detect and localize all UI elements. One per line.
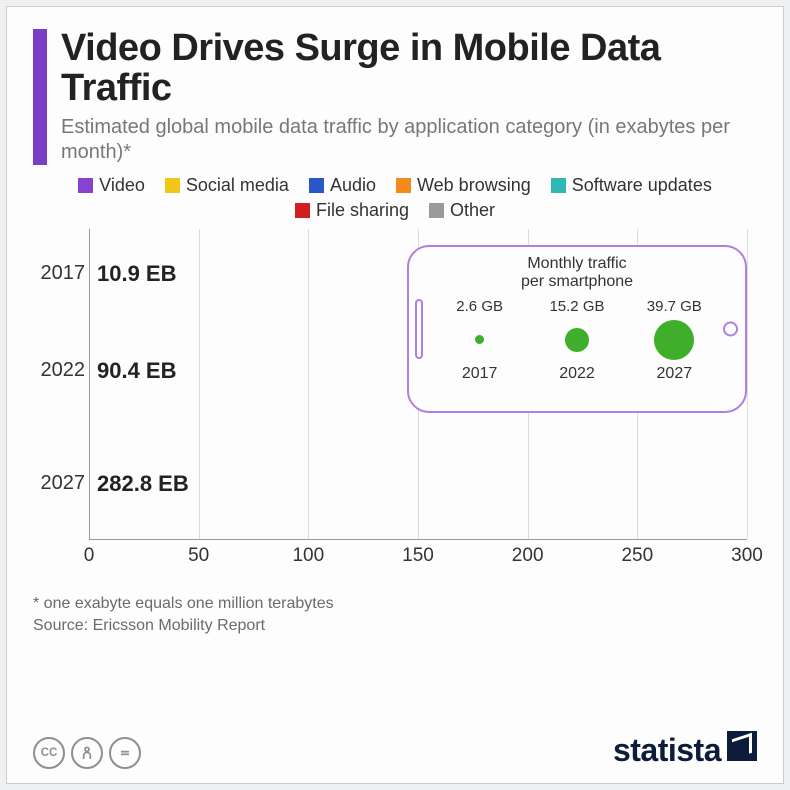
x-axis-line: [89, 539, 747, 540]
inset-dot-box: [565, 318, 589, 362]
license-icons: CC: [33, 737, 141, 769]
bar-total-label: 10.9 EB: [97, 261, 177, 287]
legend-swatch: [295, 203, 310, 218]
inset-title: Monthly traffic per smartphone: [423, 255, 731, 292]
brand-logo: statista: [613, 731, 757, 769]
inset-point: 2.6 GB 2017: [437, 298, 522, 383]
footnote: * one exabyte equals one million terabyt…: [33, 593, 757, 638]
grid-line: [747, 229, 748, 539]
bar-total-label: 282.8 EB: [97, 471, 189, 497]
inset-year-label: 2027: [657, 365, 693, 383]
legend-label: Other: [450, 200, 495, 221]
x-tick-label: 50: [188, 545, 209, 567]
bar-total-label: 90.4 EB: [97, 358, 177, 384]
x-tick-label: 100: [292, 545, 324, 567]
legend-swatch: [396, 178, 411, 193]
infographic-card: Video Drives Surge in Mobile Data Traffi…: [6, 6, 784, 784]
inset-title-line1: Monthly traffic: [527, 255, 626, 272]
legend-item: Video: [78, 175, 145, 196]
legend-label: Web browsing: [417, 175, 531, 196]
cc-icon: CC: [33, 737, 65, 769]
inset-dot: [654, 320, 694, 360]
y-axis-label: 2017: [33, 262, 85, 285]
legend-swatch: [78, 178, 93, 193]
inset-value-label: 2.6 GB: [456, 298, 503, 315]
inset-value-label: 15.2 GB: [549, 298, 604, 315]
footnote-line1: * one exabyte equals one million terabyt…: [33, 595, 334, 612]
cc-by-icon: [71, 737, 103, 769]
footer: CC statista: [33, 731, 757, 769]
inset-dot-box: [475, 318, 484, 362]
bar-row: 90.4 EB: [89, 344, 177, 398]
inset-row: 2.6 GB 2017 15.2 GB 2022 39.7 GB 2027: [423, 298, 731, 383]
legend-item: Other: [429, 200, 495, 221]
legend-item: Software updates: [551, 175, 712, 196]
inset-dot: [475, 335, 484, 344]
bar-row: 10.9 EB: [89, 247, 177, 301]
legend-swatch: [309, 178, 324, 193]
x-tick-label: 150: [402, 545, 434, 567]
legend-swatch: [429, 203, 444, 218]
legend-label: Social media: [186, 175, 289, 196]
footnote-line2: Source: Ericsson Mobility Report: [33, 617, 265, 634]
legend-swatch: [551, 178, 566, 193]
bar-row: 282.8 EB: [89, 457, 189, 511]
grid-line: [308, 229, 309, 539]
legend-label: Video: [99, 175, 145, 196]
chart-title: Video Drives Surge in Mobile Data Traffi…: [61, 29, 757, 109]
inset-dot: [565, 328, 589, 352]
y-axis-label: 2022: [33, 359, 85, 382]
inset-point: 39.7 GB 2027: [632, 298, 717, 383]
x-axis-ticks: 050100150200250300: [89, 545, 747, 569]
legend-label: Audio: [330, 175, 376, 196]
legend-item: Social media: [165, 175, 289, 196]
cc-nd-icon: [109, 737, 141, 769]
legend-label: File sharing: [316, 200, 409, 221]
y-axis-label: 2027: [33, 472, 85, 495]
legend-item: Audio: [309, 175, 376, 196]
brand-text: statista: [613, 732, 721, 769]
x-tick-label: 0: [84, 545, 95, 567]
inset-title-line2: per smartphone: [521, 273, 633, 290]
brand-mark-icon: [727, 731, 757, 761]
x-tick-label: 200: [512, 545, 544, 567]
inset-year-label: 2017: [462, 365, 498, 383]
chart-subtitle: Estimated global mobile data traffic by …: [61, 115, 757, 165]
accent-bar: [33, 29, 47, 165]
legend-item: Web browsing: [396, 175, 531, 196]
inset-year-label: 2022: [559, 365, 595, 383]
x-tick-label: 300: [731, 545, 763, 567]
grid-line: [199, 229, 200, 539]
inset-value-label: 39.7 GB: [647, 298, 702, 315]
header: Video Drives Surge in Mobile Data Traffi…: [33, 29, 757, 165]
x-tick-label: 250: [621, 545, 653, 567]
legend-item: File sharing: [295, 200, 409, 221]
legend: Video Social media Audio Web browsing Softwa…: [33, 175, 757, 221]
legend-label: Software updates: [572, 175, 712, 196]
header-text: Video Drives Surge in Mobile Data Traffi…: [61, 29, 757, 165]
inset-panel: Monthly traffic per smartphone 2.6 GB 201…: [407, 245, 747, 413]
legend-swatch: [165, 178, 180, 193]
inset-point: 15.2 GB 2022: [534, 298, 619, 383]
inset-dot-box: [654, 318, 694, 362]
